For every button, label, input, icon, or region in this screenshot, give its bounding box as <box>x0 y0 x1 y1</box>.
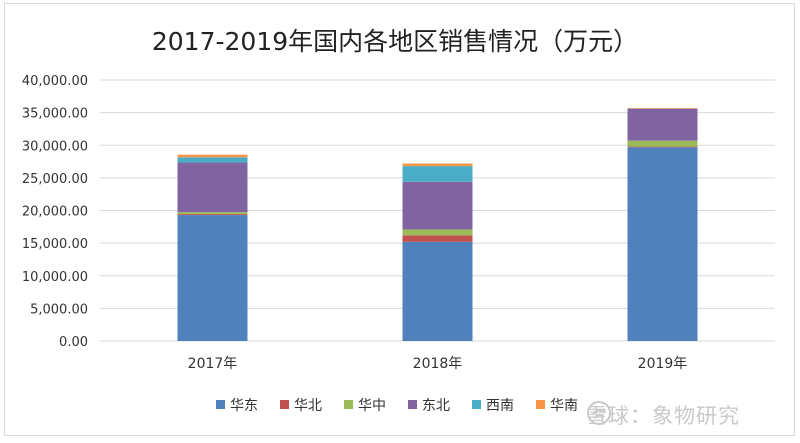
bar-segment <box>627 108 698 109</box>
x-tick-label: 2017年 <box>188 356 238 372</box>
legend-label: 华中 <box>358 398 386 414</box>
bar-segment <box>177 154 248 158</box>
y-tick-label: 5,000.00 <box>30 302 88 317</box>
legend-label: 华东 <box>230 398 258 414</box>
legend-item: 华南 <box>536 398 578 414</box>
bar-segment <box>402 229 473 236</box>
bar-segment <box>177 215 248 341</box>
watermark: 雪球：象物研究 <box>586 400 740 430</box>
legend-item: 东北 <box>408 398 450 414</box>
y-tick-label: 30,000.00 <box>22 139 88 154</box>
y-axis-ticks: 0.00 5,000.00 10,000.00 15,000.00 20,000.00 2… <box>22 74 88 350</box>
legend-swatch <box>216 400 225 409</box>
bar-segment <box>177 214 248 216</box>
legend-item: 华东 <box>216 398 258 414</box>
bar-segment <box>627 108 698 141</box>
x-tick-label: 2018年 <box>413 356 463 372</box>
legend-item: 华北 <box>280 398 322 414</box>
bar-segment <box>627 147 698 341</box>
bars <box>177 108 698 341</box>
bar-segment <box>177 162 248 213</box>
legend-swatch <box>408 400 417 409</box>
legend-label: 东北 <box>422 398 450 414</box>
watermark-text: 雪球：象物研究 <box>586 404 740 428</box>
y-tick-label: 25,000.00 <box>22 172 88 187</box>
legend-item: 西南 <box>472 398 514 414</box>
bar-segment <box>402 163 473 167</box>
legend-swatch <box>344 400 353 409</box>
legend-label: 西南 <box>486 398 514 414</box>
x-tick-label: 2019年 <box>638 356 688 372</box>
legend-item: 华中 <box>344 398 386 414</box>
y-tick-label: 15,000.00 <box>22 237 88 252</box>
bar-segment <box>402 166 473 182</box>
bar-segment <box>177 157 248 163</box>
legend-swatch <box>472 400 481 409</box>
legend-label: 华北 <box>294 398 322 414</box>
y-tick-label: 20,000.00 <box>22 205 88 220</box>
bar-segment <box>177 212 248 215</box>
snowball-logo-icon <box>587 401 611 425</box>
legend-swatch <box>536 400 545 409</box>
bar-segment <box>627 146 698 148</box>
legend-label: 华南 <box>550 398 578 414</box>
bar-segment <box>402 181 473 230</box>
x-axis-ticks: 2017年 2018年 2019年 <box>188 356 688 372</box>
bar-segment <box>402 235 473 242</box>
y-tick-label: 40,000.00 <box>22 74 88 89</box>
y-tick-label: 35,000.00 <box>22 107 88 122</box>
y-tick-label: 0.00 <box>59 335 88 350</box>
bar-segment <box>627 140 698 147</box>
legend: 华东 华北 华中 东北 西南 华南 <box>216 398 578 414</box>
legend-swatch <box>280 400 289 409</box>
bar-segment <box>402 241 473 341</box>
chart-title: 2017-2019年国内各地区销售情况（万元） <box>152 27 638 56</box>
y-tick-label: 10,000.00 <box>22 270 88 285</box>
